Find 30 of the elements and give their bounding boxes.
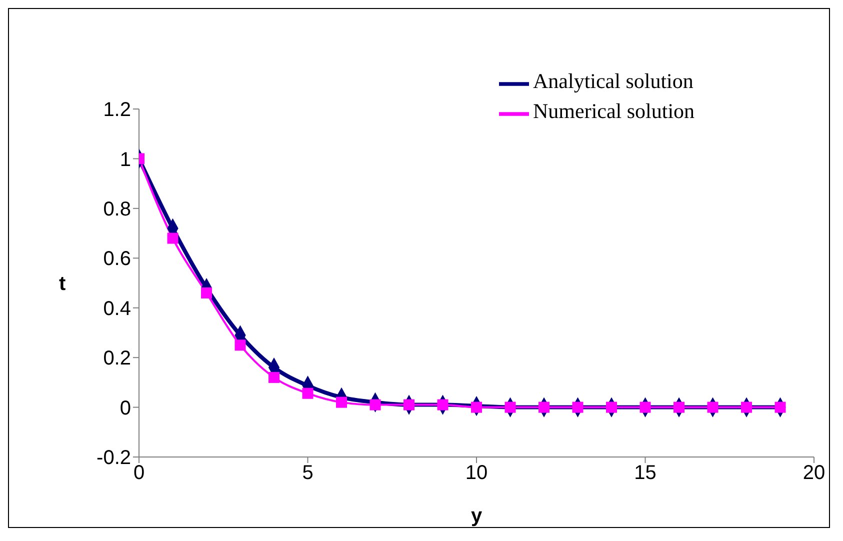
y-tick-label: 0.2 <box>103 348 131 370</box>
y-tick-label: 0.4 <box>103 298 131 320</box>
point <box>201 287 212 298</box>
point <box>774 402 786 413</box>
point <box>167 232 178 244</box>
legend-label: Analytical solution <box>533 69 694 94</box>
x-tick-label: 20 <box>802 462 826 484</box>
point <box>471 402 482 413</box>
point <box>268 372 280 383</box>
y-tick-label: 0.6 <box>103 248 131 270</box>
point <box>234 340 246 351</box>
x-axis-title: y <box>470 505 483 527</box>
y-axis-title: t <box>59 273 66 296</box>
point <box>302 388 314 399</box>
point <box>640 402 651 413</box>
point <box>707 402 718 413</box>
y-tick-label: 0.8 <box>103 198 131 221</box>
y-tick-label: 1 <box>120 148 131 171</box>
y-tick-label: 0 <box>120 397 131 420</box>
x-tick-label: 10 <box>465 462 488 484</box>
y-tick-label: 1.2 <box>103 99 131 122</box>
x-tick-label: 5 <box>302 462 314 484</box>
point <box>504 402 516 413</box>
legend-label: Numerical solution <box>533 99 695 124</box>
point <box>437 399 448 410</box>
point <box>572 402 584 413</box>
point <box>370 399 381 410</box>
x-tick-label: 15 <box>634 462 656 484</box>
point <box>336 396 347 408</box>
y-tick-label: -0.2 <box>96 447 131 470</box>
